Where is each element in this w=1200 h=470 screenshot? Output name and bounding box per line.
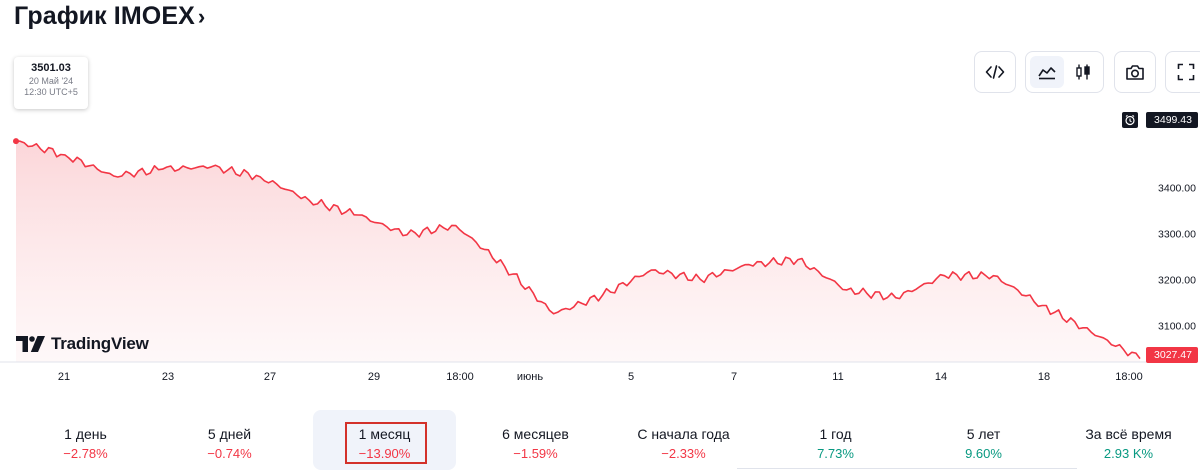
period-change: −2.33% (661, 446, 706, 461)
period-label: 6 месяцев (502, 426, 569, 442)
line-chart-button[interactable] (1030, 56, 1064, 88)
tooltip-date: 20 Май '24 (28, 75, 74, 86)
period-tab[interactable]: 1 месяц −13.90% (313, 410, 456, 470)
period-change: 2.93 K% (1103, 446, 1154, 461)
x-tick-label: 27 (264, 371, 276, 383)
y-tick-label: 3300.00 (1158, 228, 1196, 240)
tradingview-logo[interactable]: TradingView (16, 334, 149, 354)
period-tab[interactable]: 5 дней −0.74% (158, 410, 301, 470)
x-tick-label: 29 (368, 371, 380, 383)
crosshair-tooltip: 3501.03 20 Май '24 12:30 UTC+5 (14, 57, 88, 109)
y-tick-label: 3200.00 (1158, 274, 1196, 286)
period-label: 1 день (64, 426, 107, 442)
x-tick-label: 18:00 (1115, 371, 1143, 383)
period-selector: 1 день −2.78% 5 дней −0.74% 1 месяц −13.90% 6 … (0, 410, 1200, 470)
chart-start-point (13, 138, 19, 145)
fullscreen-icon (1177, 63, 1195, 81)
period-label: 5 лет (966, 426, 1001, 442)
x-tick-label: 5 (628, 371, 634, 383)
period-tab[interactable]: 1 день −2.78% (14, 410, 157, 470)
fullscreen-button[interactable] (1165, 51, 1200, 93)
period-label: 5 дней (207, 426, 252, 442)
page-title[interactable]: График IMOEX › (14, 2, 205, 31)
chevron-right-icon: › (197, 3, 206, 29)
chart-area-fill (16, 141, 1140, 362)
x-tick-label: 21 (58, 371, 70, 383)
x-tick-label: 11 (832, 371, 843, 383)
last-price-label: 3027.47 (1146, 347, 1198, 363)
period-label: С начала года (637, 426, 730, 442)
candlestick-icon (1076, 64, 1090, 80)
page-title-text: График IMOEX (14, 2, 195, 30)
period-tab[interactable]: С начала года −2.33% (612, 410, 755, 470)
y-tick-label: 3100.00 (1158, 320, 1196, 332)
tooltip-price: 3501.03 (31, 62, 71, 74)
period-label: За всё время (1085, 426, 1172, 442)
period-change: −0.74% (207, 446, 252, 461)
period-tab[interactable]: 5 лет 9.60% (912, 410, 1055, 470)
y-tick-label: 3400.00 (1158, 182, 1196, 194)
price-chart[interactable]: 21 23 27 29 18:00 июнь 5 7 11 14 18 18:00 3400.00 33… (0, 100, 1200, 390)
x-tick-label: июнь (517, 371, 543, 383)
period-label: 1 год (819, 426, 852, 442)
x-tick-label: 18:00 (446, 371, 474, 383)
tradingview-logo-text: TradingView (51, 334, 149, 353)
candles-chart-button[interactable] (1066, 56, 1100, 88)
code-icon (985, 65, 1005, 79)
period-change: −13.90% (358, 446, 411, 461)
period-change: 9.60% (965, 446, 1002, 461)
alert-badge[interactable] (1122, 112, 1138, 128)
period-change: −1.59% (513, 446, 558, 461)
previous-close-label: 3499.43 (1146, 112, 1198, 128)
alert-clock-icon (1125, 114, 1135, 126)
area-chart-icon (1038, 67, 1056, 80)
period-tab[interactable]: 1 год 7.73% (764, 410, 907, 470)
x-tick-label: 14 (935, 371, 947, 383)
snapshot-button[interactable] (1114, 51, 1156, 93)
period-tab[interactable]: 6 месяцев −1.59% (464, 410, 607, 470)
chart-type-group (1025, 51, 1104, 93)
x-tick-label: 7 (731, 371, 737, 383)
period-label: 1 месяц (358, 426, 411, 442)
chart-price-line (15, 140, 1141, 360)
camera-icon (1126, 64, 1144, 80)
divider (737, 468, 1077, 469)
tradingview-logo-icon (16, 336, 45, 352)
x-tick-label: 23 (162, 371, 174, 383)
tooltip-time: 12:30 UTC+5 (24, 87, 78, 97)
period-tab[interactable]: За всё время 2.93 K% (1057, 410, 1200, 470)
x-tick-label: 18 (1038, 371, 1050, 383)
embed-code-button[interactable] (974, 51, 1016, 93)
period-change: −2.78% (63, 446, 108, 461)
period-change: 7.73% (817, 446, 854, 461)
